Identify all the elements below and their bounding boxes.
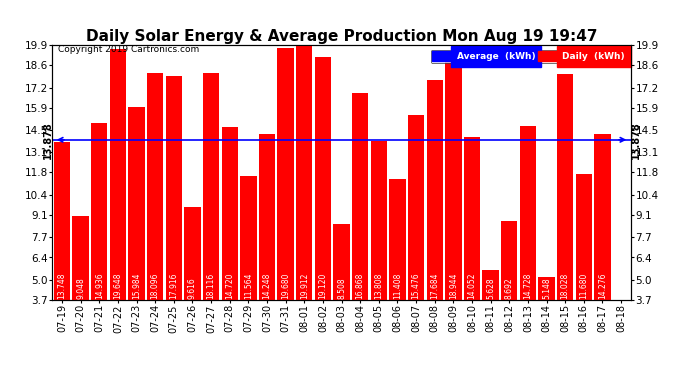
Bar: [54, 142, 70, 300]
Text: 5.148: 5.148: [542, 278, 551, 299]
Bar: [203, 73, 219, 300]
Text: 8.508: 8.508: [337, 278, 346, 299]
Text: 13.878: 13.878: [631, 121, 641, 159]
Bar: [259, 134, 275, 300]
Bar: [296, 45, 313, 300]
Text: 14.936: 14.936: [95, 273, 103, 299]
Text: 14.720: 14.720: [225, 273, 234, 299]
Bar: [221, 126, 238, 300]
Bar: [110, 49, 126, 300]
Text: 9.616: 9.616: [188, 278, 197, 299]
Bar: [128, 106, 145, 300]
Text: 13.878: 13.878: [43, 121, 52, 159]
Bar: [166, 76, 182, 300]
Bar: [315, 57, 331, 300]
Bar: [408, 115, 424, 300]
Bar: [426, 80, 443, 300]
Legend: Average  (kWh), Daily  (kWh): Average (kWh), Daily (kWh): [431, 50, 627, 63]
Text: 8.692: 8.692: [505, 278, 514, 299]
Text: 15.476: 15.476: [412, 273, 421, 299]
Text: 19.912: 19.912: [299, 273, 309, 299]
Bar: [371, 141, 387, 300]
Text: 5.628: 5.628: [486, 278, 495, 299]
Bar: [538, 277, 555, 300]
Text: 18.028: 18.028: [561, 273, 570, 299]
Text: 13.808: 13.808: [374, 273, 384, 299]
Bar: [184, 207, 201, 300]
Text: 14.248: 14.248: [262, 273, 271, 299]
Bar: [91, 123, 108, 300]
Bar: [520, 126, 536, 300]
Text: 19.648: 19.648: [113, 273, 122, 299]
Text: 16.868: 16.868: [355, 273, 365, 299]
Text: 9.048: 9.048: [76, 278, 85, 299]
Text: 18.944: 18.944: [449, 273, 458, 299]
Bar: [464, 137, 480, 300]
Bar: [72, 216, 89, 300]
Text: 13.748: 13.748: [57, 273, 66, 299]
Bar: [240, 176, 257, 300]
Bar: [482, 270, 499, 300]
Text: 17.916: 17.916: [169, 273, 178, 299]
Text: 15.984: 15.984: [132, 273, 141, 299]
Text: 11.564: 11.564: [244, 273, 253, 299]
Bar: [333, 224, 350, 300]
Bar: [557, 75, 573, 300]
Text: 18.096: 18.096: [150, 273, 159, 299]
Bar: [575, 174, 592, 300]
Text: 14.052: 14.052: [468, 273, 477, 299]
Bar: [352, 93, 368, 300]
Text: 18.116: 18.116: [206, 273, 215, 299]
Text: 14.276: 14.276: [598, 273, 607, 299]
Text: 19.680: 19.680: [281, 273, 290, 299]
Bar: [445, 60, 462, 300]
Bar: [147, 74, 164, 300]
Text: Copyright 2019 Cartronics.com: Copyright 2019 Cartronics.com: [57, 45, 199, 54]
Text: 19.120: 19.120: [318, 273, 328, 299]
Title: Daily Solar Energy & Average Production Mon Aug 19 19:47: Daily Solar Energy & Average Production …: [86, 29, 598, 44]
Text: 11.408: 11.408: [393, 273, 402, 299]
Text: 11.680: 11.680: [580, 273, 589, 299]
Text: 14.728: 14.728: [524, 273, 533, 299]
Bar: [501, 221, 518, 300]
Text: 17.684: 17.684: [431, 273, 440, 299]
Bar: [594, 134, 611, 300]
Bar: [277, 48, 294, 300]
Bar: [389, 178, 406, 300]
